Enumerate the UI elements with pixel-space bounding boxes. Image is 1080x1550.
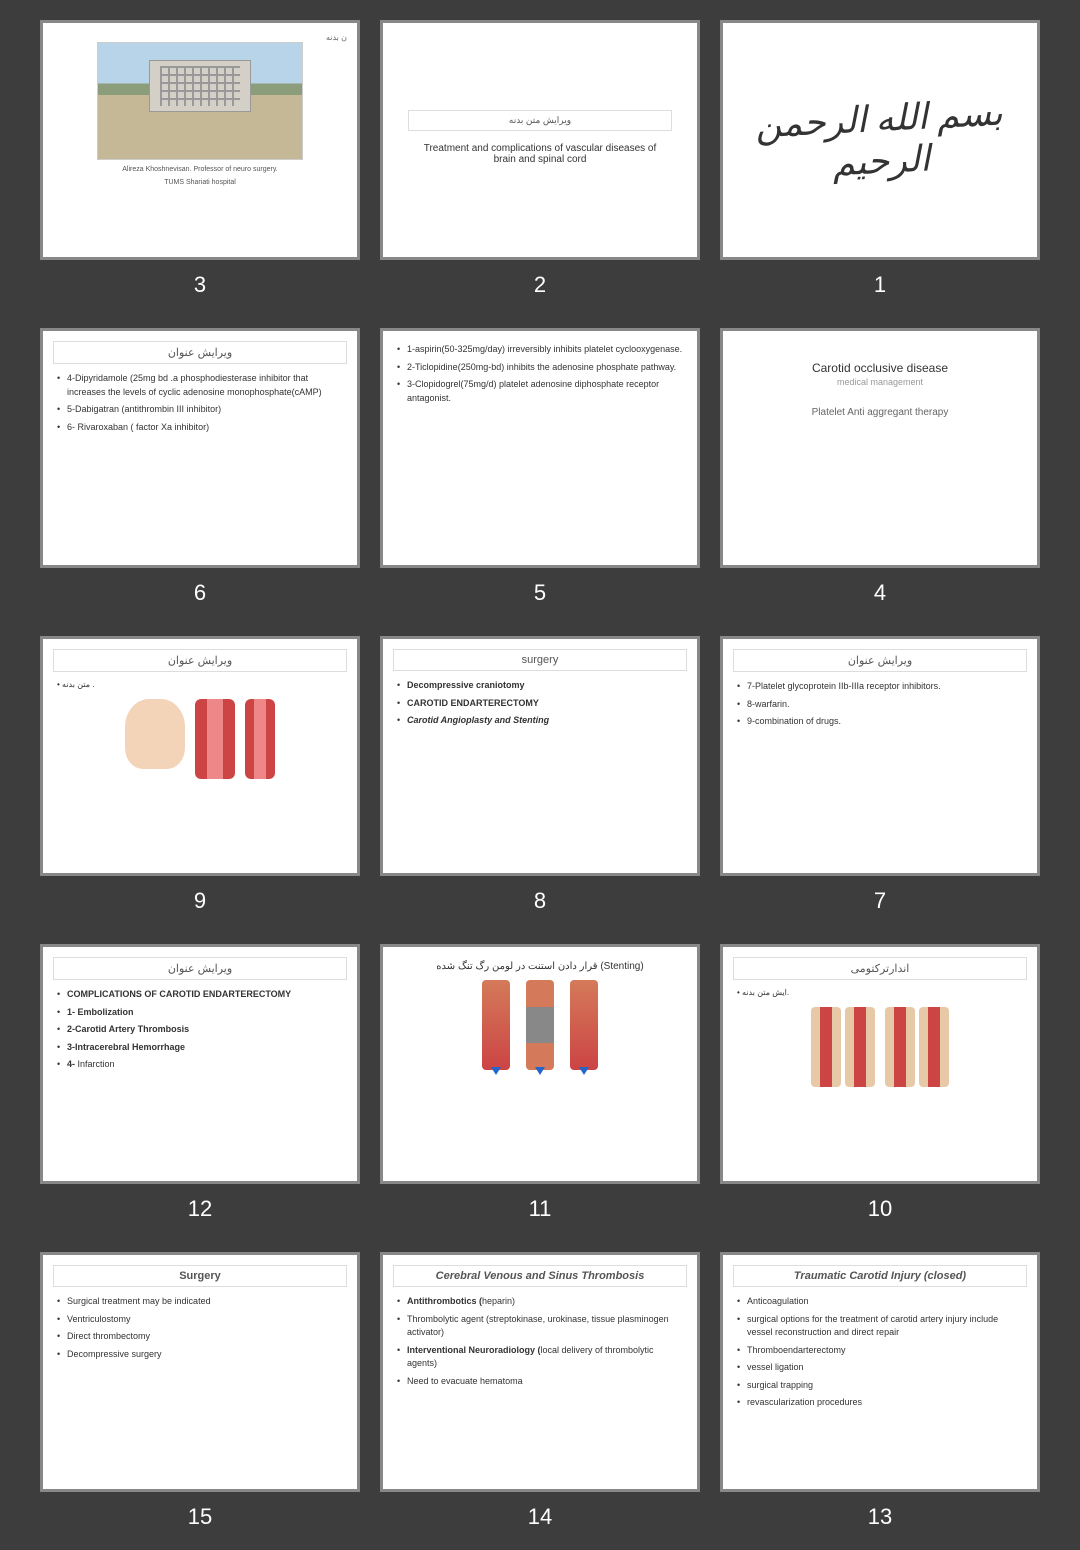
slide-10[interactable]: اندارترکتومی• ایش متن بدنه. 10 xyxy=(720,944,1040,1222)
slide-number: 14 xyxy=(528,1504,552,1530)
slide-14[interactable]: Cerebral Venous and Sinus ThrombosisAnti… xyxy=(380,1252,700,1530)
slide-thumbnail[interactable]: surgeryDecompressive craniotomyCAROTID E… xyxy=(380,636,700,876)
slide-8[interactable]: surgeryDecompressive craniotomyCAROTID E… xyxy=(380,636,700,914)
slide-6[interactable]: ویرایش عنوان4-Dipyridamole (25mg bd .a p… xyxy=(40,328,360,606)
slide-grid: ن بدنهAlireza Khoshnevisan. Professor of… xyxy=(40,20,1040,1530)
slide-number: 3 xyxy=(194,272,206,298)
slide-thumbnail[interactable]: اندارترکتومی• ایش متن بدنه. xyxy=(720,944,1040,1184)
slide-thumbnail[interactable]: ویرایش عنوانCOMPLICATIONS OF CAROTID END… xyxy=(40,944,360,1184)
slide-number: 4 xyxy=(874,580,886,606)
slide-number: 5 xyxy=(534,580,546,606)
slide-thumbnail[interactable]: Traumatic Carotid Injury (closed)Anticoa… xyxy=(720,1252,1040,1492)
slide-number: 12 xyxy=(188,1196,212,1222)
slide-11[interactable]: قرار دادن استنت در لومن رگ تنگ شده (Sten… xyxy=(380,944,700,1222)
slide-thumbnail[interactable]: 1-aspirin(50-325mg/day) irreversibly inh… xyxy=(380,328,700,568)
slide-thumbnail[interactable]: قرار دادن استنت در لومن رگ تنگ شده (Sten… xyxy=(380,944,700,1184)
slide-5[interactable]: 1-aspirin(50-325mg/day) irreversibly inh… xyxy=(380,328,700,606)
slide-thumbnail[interactable]: بسم الله الرحمن الرحیم xyxy=(720,20,1040,260)
slide-1[interactable]: بسم الله الرحمن الرحیم 1 xyxy=(720,20,1040,298)
slide-thumbnail[interactable]: Carotid occlusive diseasemedical managem… xyxy=(720,328,1040,568)
slide-number: 1 xyxy=(874,272,886,298)
slide-thumbnail[interactable]: Cerebral Venous and Sinus ThrombosisAnti… xyxy=(380,1252,700,1492)
slide-4[interactable]: Carotid occlusive diseasemedical managem… xyxy=(720,328,1040,606)
slide-7[interactable]: ویرایش عنوان7-Platelet glycoprotein IIb-… xyxy=(720,636,1040,914)
slide-thumbnail[interactable]: ویرایش عنوان• متن بدنه . xyxy=(40,636,360,876)
slide-number: 6 xyxy=(194,580,206,606)
slide-number: 7 xyxy=(874,888,886,914)
slide-number: 11 xyxy=(529,1196,552,1222)
slide-number: 9 xyxy=(194,888,206,914)
slide-number: 10 xyxy=(868,1196,892,1222)
slide-9[interactable]: ویرایش عنوان• متن بدنه . 9 xyxy=(40,636,360,914)
slide-thumbnail[interactable]: SurgerySurgical treatment may be indicat… xyxy=(40,1252,360,1492)
slide-thumbnail[interactable]: ن بدنهAlireza Khoshnevisan. Professor of… xyxy=(40,20,360,260)
slide-13[interactable]: Traumatic Carotid Injury (closed)Anticoa… xyxy=(720,1252,1040,1530)
slide-12[interactable]: ویرایش عنوانCOMPLICATIONS OF CAROTID END… xyxy=(40,944,360,1222)
slide-thumbnail[interactable]: ویرایش عنوان4-Dipyridamole (25mg bd .a p… xyxy=(40,328,360,568)
slide-number: 15 xyxy=(188,1504,212,1530)
slide-number: 8 xyxy=(534,888,546,914)
slide-number: 13 xyxy=(868,1504,892,1530)
slide-2[interactable]: ویرایش متن بدنهTreatment and complicatio… xyxy=(380,20,700,298)
slide-thumbnail[interactable]: ویرایش متن بدنهTreatment and complicatio… xyxy=(380,20,700,260)
slide-number: 2 xyxy=(534,272,546,298)
slide-3[interactable]: ن بدنهAlireza Khoshnevisan. Professor of… xyxy=(40,20,360,298)
slide-thumbnail[interactable]: ویرایش عنوان7-Platelet glycoprotein IIb-… xyxy=(720,636,1040,876)
slide-15[interactable]: SurgerySurgical treatment may be indicat… xyxy=(40,1252,360,1530)
